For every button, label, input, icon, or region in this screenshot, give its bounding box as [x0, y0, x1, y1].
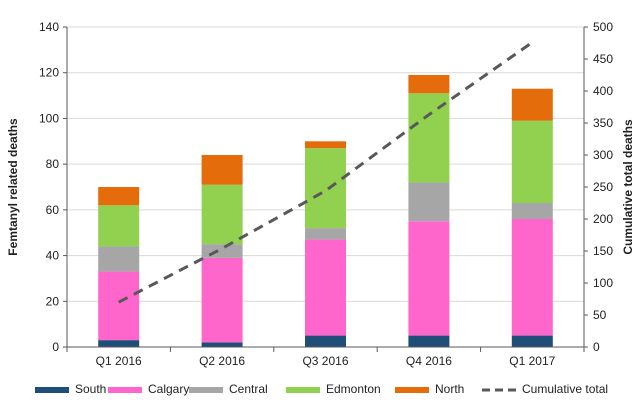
y-axis-label: Femtanyl related deaths [6, 118, 20, 256]
x-tick-label: Q1 2016 [96, 354, 142, 368]
legend-label: Cumulative total [522, 382, 608, 396]
bar-edmonton [305, 148, 346, 229]
bar-central [305, 228, 346, 240]
legend-swatch-central [189, 387, 223, 393]
bar-south [98, 340, 140, 347]
y2-tick-label: 400 [593, 84, 613, 98]
cumulative-total-line [118, 41, 534, 304]
bar-calgary [408, 221, 450, 336]
legend-swatch-calgary [108, 387, 142, 393]
bar-edmonton [511, 120, 553, 203]
y2-tick-label: 500 [593, 20, 613, 34]
bar-edmonton [201, 184, 243, 245]
y2-tick-label: 300 [593, 148, 613, 162]
bars [98, 75, 553, 347]
bar-calgary [305, 239, 346, 336]
x-tick-label: Q3 2016 [302, 354, 348, 368]
y2-tick-label: 350 [593, 116, 613, 130]
bar-south [305, 335, 346, 347]
bar-calgary [201, 257, 243, 343]
x-tick-label: Q1 2017 [509, 354, 555, 368]
axes: 0 20 40 60 80 100 120 140 0 50 100 150 200 250 300 350 4… [39, 20, 613, 368]
bar-edmonton [98, 205, 140, 247]
bar-central [201, 244, 243, 258]
y-tick-label: 40 [46, 249, 60, 263]
bar-north [305, 141, 346, 149]
y-tick-label: 80 [46, 157, 60, 171]
y-tick-label: 20 [46, 294, 60, 308]
y-tick-label: 140 [39, 20, 59, 34]
legend-label: Calgary [148, 382, 189, 396]
bar-north [98, 187, 140, 206]
legend-label: Edmonton [326, 382, 381, 396]
y2-tick-label: 50 [593, 308, 607, 322]
bar-north [511, 88, 553, 121]
cumulative-line [118, 41, 534, 304]
y2-tick-label: 450 [593, 52, 613, 66]
y-tick-label: 0 [52, 340, 59, 354]
y2-axis-label: Cumulative total deaths [621, 119, 635, 255]
bar-south [201, 342, 243, 347]
legend: South Calgary Central Edmonton North Cumulati… [35, 382, 608, 396]
bar-calgary [98, 271, 140, 341]
y2-tick-label: 250 [593, 180, 613, 194]
y2-tick-label: 200 [593, 212, 613, 226]
legend-swatch-south [35, 387, 69, 393]
legend-label: South [75, 382, 106, 396]
x-tick-label: Q2 2016 [199, 354, 245, 368]
y2-tick-label: 0 [593, 340, 600, 354]
legend-swatch-edmonton [286, 387, 320, 393]
bar-north [201, 155, 243, 185]
legend-label: Central [229, 382, 268, 396]
x-tick-label: Q4 2016 [406, 354, 452, 368]
legend-swatch-north [395, 387, 429, 393]
bar-central [511, 203, 553, 219]
bar-north [408, 75, 450, 94]
bar-south [408, 335, 450, 347]
y-tick-label: 120 [39, 66, 59, 80]
y2-tick-label: 100 [593, 276, 613, 290]
y-tick-label: 60 [46, 203, 60, 217]
bar-central [408, 182, 450, 222]
bar-south [511, 335, 553, 347]
y-tick-label: 100 [39, 111, 59, 125]
bar-calgary [511, 219, 553, 336]
bar-edmonton [408, 93, 450, 183]
y2-tick-label: 150 [593, 244, 613, 258]
legend-label: North [435, 382, 464, 396]
bar-central [98, 246, 140, 272]
